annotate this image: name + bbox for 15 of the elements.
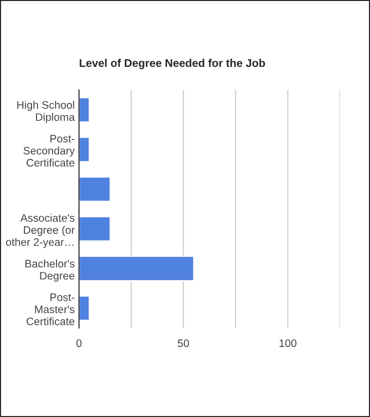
bar [79, 295, 90, 322]
y-tick-label: High School Diploma [17, 100, 75, 124]
chart-title: Level of Degree Needed for the Job [80, 58, 266, 70]
y-tick-label: Post- Master's Certificate [26, 294, 74, 326]
x-tick-label: 100 [280, 339, 296, 348]
y-tick-label: Bachelor's Degree [25, 260, 74, 282]
bar [79, 216, 112, 242]
bar [79, 176, 112, 202]
y-tick-label: Associate's Degree (or other 2-year… [6, 214, 75, 248]
bar [79, 256, 195, 282]
x-tick-label: 50 [178, 339, 189, 348]
bar [79, 96, 90, 123]
y-tick-label: Post- Secondary Certificate [24, 134, 75, 167]
x-tick-label: 0 [76, 339, 82, 348]
bar [79, 136, 90, 162]
